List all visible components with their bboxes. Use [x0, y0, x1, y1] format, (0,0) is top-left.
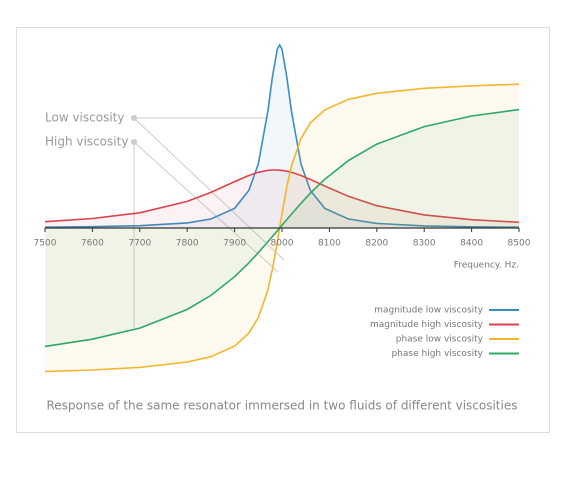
leader [133, 141, 279, 273]
x-tick-label: 7900 [223, 239, 246, 249]
x-tick-label: 8200 [365, 239, 388, 249]
x-tick-label: 7500 [34, 239, 57, 249]
series-area [45, 170, 519, 228]
leader [133, 117, 285, 261]
x-tick-label: 8500 [508, 239, 531, 249]
x-tick-label: 8400 [460, 239, 483, 249]
x-axis-label: Frequency. Hz. [454, 261, 519, 271]
series-line [44, 169, 520, 224]
card [16, 27, 550, 433]
x-tick-label: 7600 [81, 239, 104, 249]
legend-label: magnitude low viscosity [374, 306, 483, 316]
legend-label: phase low viscosity [396, 335, 484, 345]
legend-label: phase high viscosity [391, 349, 483, 359]
series-area [45, 45, 519, 228]
x-tick-label: 7800 [176, 239, 199, 249]
annotation-dot [131, 115, 137, 121]
caption: Response of the same resonator immersed … [47, 399, 518, 413]
x-tick-label: 8300 [413, 239, 436, 249]
x-tick-label: 8100 [318, 239, 341, 249]
legend-label: magnitude high viscosity [370, 320, 484, 330]
x-tick-label: 7700 [128, 239, 151, 249]
annotation: Low viscosity [45, 111, 124, 125]
x-tick-label: 8000 [271, 239, 294, 249]
annotation-lines [133, 117, 285, 328]
series-line [44, 43, 520, 228]
annotation-dot [131, 139, 137, 145]
annotation: High viscosity [45, 135, 128, 149]
